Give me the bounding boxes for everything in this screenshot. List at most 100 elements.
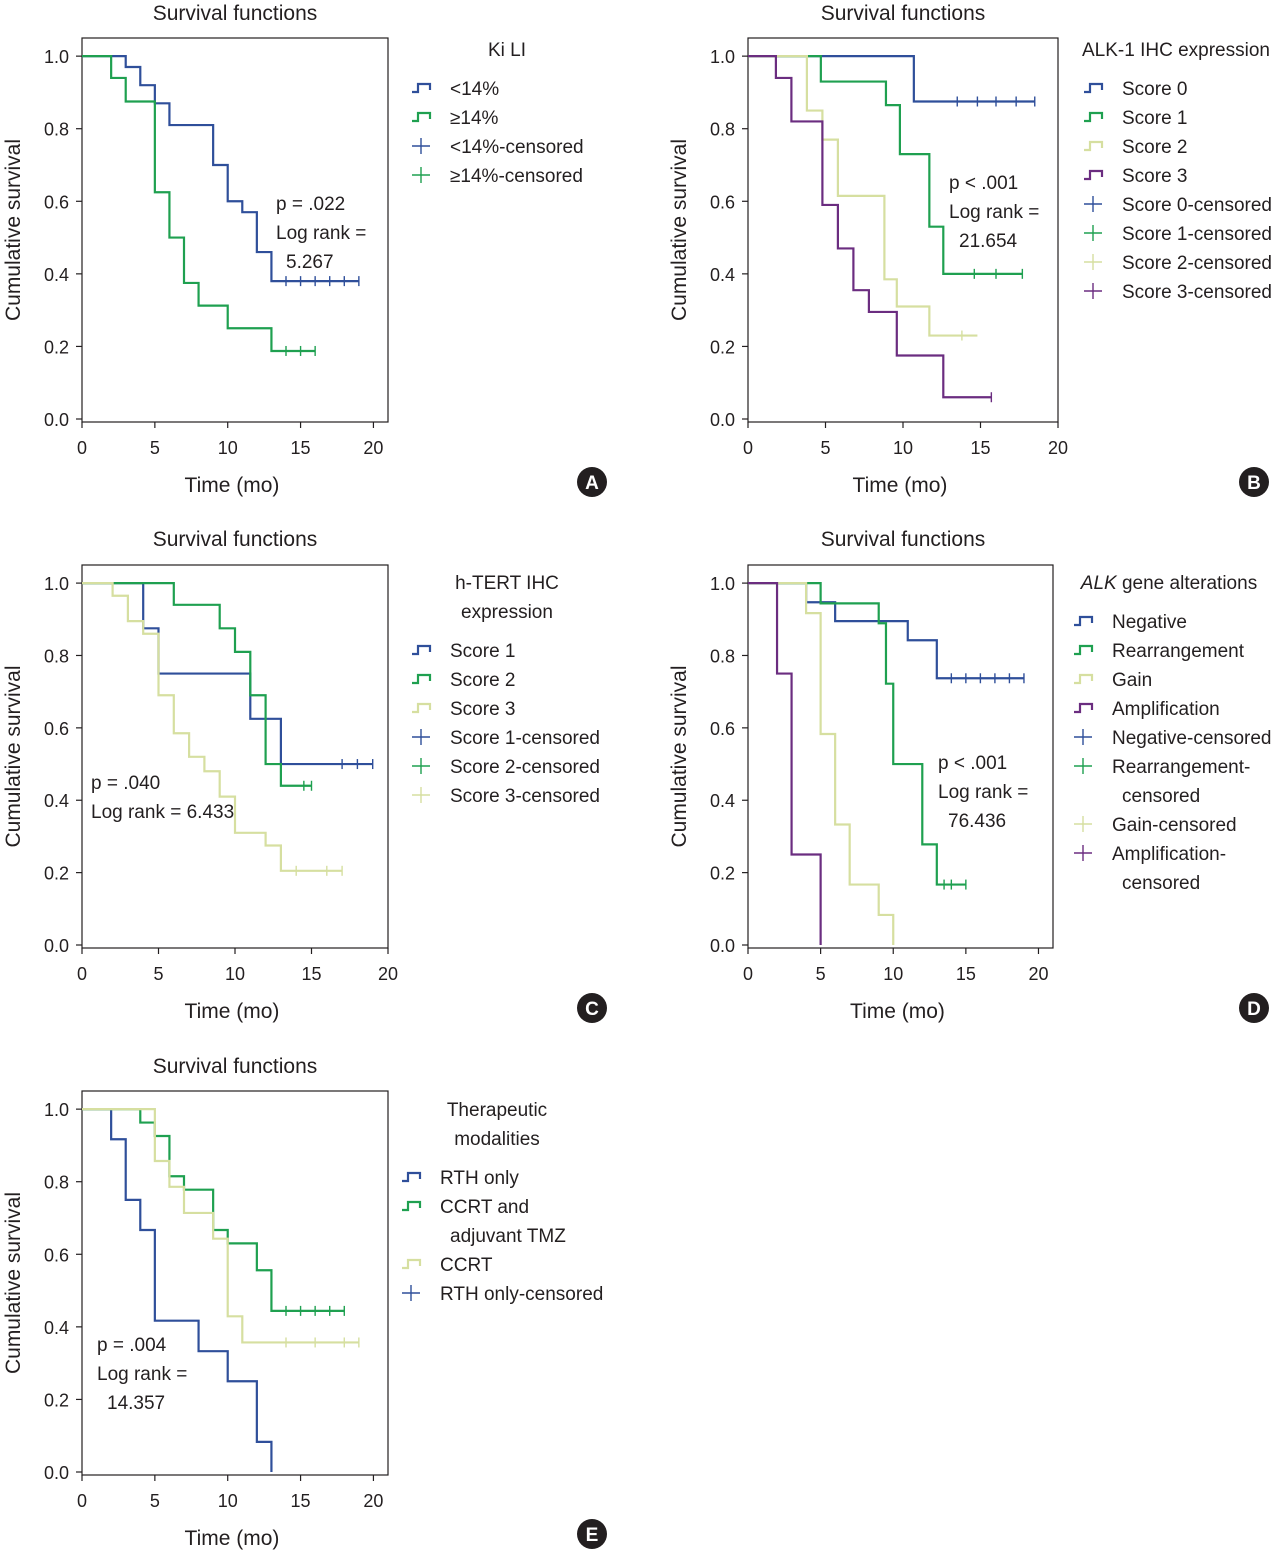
x-tick-label: 20 [1048,438,1068,458]
y-tick-label: 1.0 [44,47,69,67]
series-1 [82,581,374,770]
legend-label: Amplification [1112,699,1220,720]
legend-label: Score 2-censored [1122,253,1272,274]
stats-text: p = .040 [91,773,160,794]
legend-step-icon [1074,702,1094,714]
legend-title: ALK gene alterations [1080,573,1257,594]
survival-curve [82,55,316,353]
survival-curve [748,55,1035,103]
series-4 [748,581,822,945]
panel-badge-letter: B [1247,473,1261,494]
legend-label: Score 2 [450,670,515,691]
y-tick-label: 0.2 [44,337,69,357]
x-tick-label: 20 [363,1491,383,1511]
stats-text: Log rank = [938,782,1028,803]
legend-label: ≥14%-censored [450,166,583,187]
stats-text: Log rank = [949,202,1039,223]
y-tick-label: 0.8 [710,646,735,666]
x-tick-label: 20 [378,964,398,984]
legend-label: RTH only-censored [440,1284,603,1305]
y-tick-label: 0.2 [44,1390,69,1410]
x-tick-label: 5 [150,438,160,458]
series-2 [82,581,313,791]
y-tick-label: 0.6 [44,1245,69,1265]
x-tick-label: 10 [893,438,913,458]
plot-frame [747,37,1059,423]
x-tick-label: 20 [363,438,383,458]
legend-censor-icon [1074,845,1092,861]
legend-label: <14% [450,79,499,100]
legend-label: Negative-censored [1112,728,1271,749]
legend-step-icon [412,111,432,123]
legend-step-icon [402,1200,422,1212]
legend-title: Ki LI [488,40,526,61]
x-axis-label: Time (mo) [185,1527,280,1550]
x-tick-label: 0 [77,1491,87,1511]
survival-curve [82,581,312,787]
survival-curve [82,1108,345,1312]
y-tick-label: 1.0 [710,574,735,594]
panel-badge [1239,467,1269,497]
x-tick-label: 0 [77,438,87,458]
legend-label: CCRT [440,1255,493,1276]
y-tick-label: 0.0 [710,936,735,956]
survival-curve [748,55,978,337]
legend-step-icon [1074,644,1094,656]
legend-label: <14%-censored [450,137,584,158]
legend-label: Score 2 [1122,137,1187,158]
stats-text: p < .001 [938,753,1007,774]
series-4 [748,55,993,403]
legend-label: Score 3-censored [450,786,600,807]
y-tick-label: 0.6 [44,192,69,212]
plot-frame [747,564,1054,949]
legend-title: modalities [454,1129,540,1150]
legend-label: CCRT and [440,1197,529,1218]
stats-text: Log rank = [97,1364,187,1385]
y-axis-label: Cumulative survival [2,665,25,847]
legend-step-icon [412,673,432,685]
series-1 [748,55,1036,107]
legend-step-icon [412,82,432,94]
legend-label: ≥14% [450,108,499,129]
legend-title: expression [461,602,553,623]
plot-frame [81,564,389,949]
legend-label: Score 3 [450,699,515,720]
legend-step-icon [412,702,432,714]
chart-title: Survival functions [153,2,318,25]
y-tick-label: 0.2 [710,337,735,357]
legend-title: h-TERT IHC [455,573,559,594]
legend-label: Amplification- [1112,844,1226,865]
x-axis-label: Time (mo) [850,1000,945,1023]
y-tick-label: 0.4 [44,791,69,811]
legend-label: Gain-censored [1112,815,1237,836]
panel-c: Survival functions 0.0 0.2 0.4 0.6 0.8 1.0 0 5 10… [2,528,607,1023]
legend-censor-icon [402,1285,420,1301]
legend-censor-icon [1084,254,1102,270]
legend-title: ALK-1 IHC expression [1082,40,1270,61]
chart-title: Survival functions [821,528,986,551]
legend-label: censored [1122,786,1200,807]
x-tick-label: 0 [743,438,753,458]
legend-label: Negative [1112,612,1187,633]
legend-censor-icon [412,787,430,803]
legend-censor-icon [412,758,430,774]
chart-title: Survival functions [821,2,986,25]
y-tick-label: 1.0 [710,47,735,67]
y-tick-label: 0.0 [44,1463,69,1483]
series-3 [748,581,895,945]
survival-curve [748,581,822,945]
x-axis-label: Time (mo) [853,474,948,497]
legend: Ki LI <14% ≥14% <14%-censored ≥14%-censored [412,40,584,187]
series-3 [82,1108,360,1348]
legend-step-icon [1084,111,1104,123]
x-axis-label: Time (mo) [185,474,280,497]
legend-label: Rearrangement [1112,641,1245,662]
x-tick-label: 10 [225,964,245,984]
legend-step-icon [1084,82,1104,94]
stats-text: 5.267 [286,252,334,273]
survival-curve [82,1108,359,1344]
y-axis-label: Cumulative survival [2,139,25,321]
y-tick-label: 0.4 [710,791,735,811]
panel-badge [1239,993,1269,1023]
